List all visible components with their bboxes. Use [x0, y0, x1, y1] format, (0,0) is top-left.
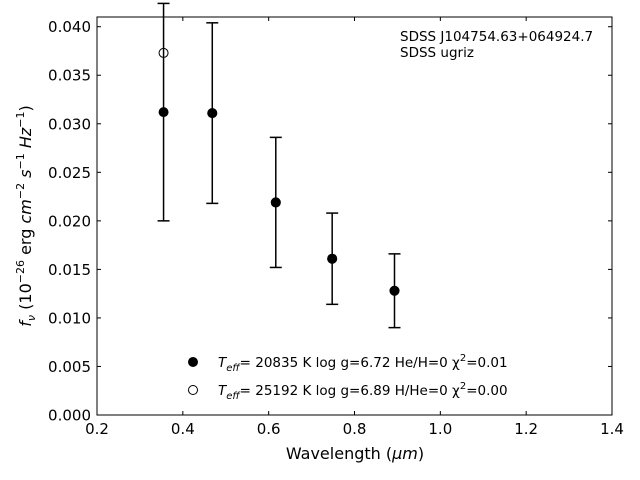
model-point-filled [270, 197, 281, 208]
x-tick-labels: 0.2 0.4 0.6 0.8 1.0 1.2 1.4 [85, 420, 624, 438]
x-tick-label: 0.2 [85, 420, 109, 438]
x-axis-title: Wavelength (μm) [286, 444, 424, 463]
x-tick-label: 0.8 [343, 420, 367, 438]
errorbar-layer [157, 2, 401, 329]
model-point-filled [389, 285, 400, 296]
ticks-layer [96, 17, 613, 416]
model-point-filled [158, 107, 169, 118]
legend: Teff= 20835 K log g=6.72 He/H=0 χ2=0.01 … [188, 353, 508, 402]
y-tick-label: 0.035 [48, 67, 91, 85]
y-tick-labels: 0.000 0.005 0.010 0.015 0.020 0.025 0.030 0.035… [48, 18, 91, 424]
y-tick-label: 0.010 [48, 309, 91, 327]
y-tick-label: 0.000 [48, 407, 91, 425]
x-tick-label: 1.4 [600, 420, 624, 438]
y-tick-label: 0.005 [48, 358, 91, 376]
y-tick-label: 0.020 [48, 212, 91, 230]
y-axis-title: fν (10−26 erg cm−2 s−1 Hz−1) [14, 105, 38, 326]
legend-marker-filled [188, 357, 198, 367]
legend-label-filled: Teff= 20835 K log g=6.72 He/H=0 χ2=0.01 [218, 353, 508, 374]
x-tick-label: 0.4 [171, 420, 195, 438]
y-tick-label: 0.025 [48, 164, 91, 182]
x-tick-label: 1.0 [428, 420, 452, 438]
model-point-filled [327, 253, 338, 264]
points-layer [158, 47, 400, 296]
legend-label-open: Teff= 25192 K log g=6.89 H/He=0 χ2=0.00 [218, 381, 508, 402]
x-tick-label: 1.2 [514, 420, 538, 438]
legend-marker-open [188, 385, 198, 395]
x-tick-label: 0.6 [257, 420, 281, 438]
y-tick-label: 0.030 [48, 115, 91, 133]
model-point-open [158, 47, 169, 58]
annotation-object-name: SDSS J104754.63+064924.7 [400, 29, 593, 45]
y-tick-label: 0.015 [48, 261, 91, 279]
y-tick-label: 0.040 [48, 18, 91, 36]
annotation-filter-set: SDSS ugriz [400, 45, 474, 61]
model-point-filled [207, 108, 218, 119]
